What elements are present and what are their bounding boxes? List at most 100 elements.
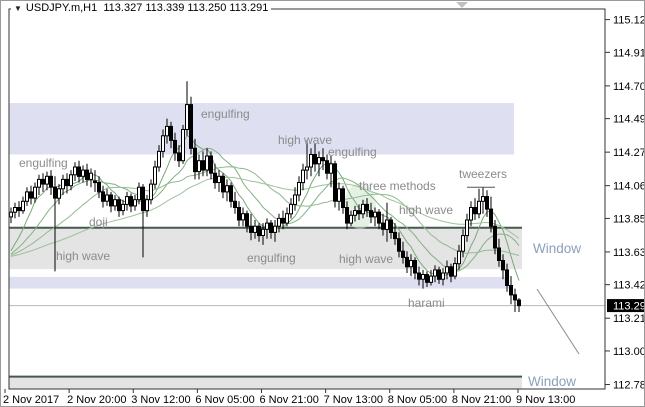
candle-body-up (293, 194, 297, 205)
candle-body-down (377, 211, 381, 224)
candle-body-up (317, 157, 321, 165)
candle-body-up (457, 250, 461, 265)
candle-body-up (385, 219, 389, 230)
candle-body-up (157, 150, 161, 168)
candle-body-down (209, 155, 213, 174)
pattern-label: high wave (399, 203, 453, 217)
candle-body-down (397, 238, 401, 252)
candle-body-down (169, 125, 173, 141)
moving-average-line-50 (10, 176, 520, 257)
candle-body-up (361, 203, 365, 215)
candle-body-up (125, 196, 129, 205)
candle-body-down (369, 210, 373, 218)
candle-body-down (189, 104, 193, 149)
candle-body-down (141, 186, 145, 212)
candle-body-up (61, 178, 65, 190)
candle-body-up (33, 186, 37, 199)
candle-body-up (161, 135, 165, 152)
zone-window-zone-mid (9, 227, 522, 270)
window-gap-label: Window (528, 374, 576, 389)
current-price-box (607, 299, 644, 313)
trend-line[interactable] (536, 288, 580, 355)
candle-body-up (197, 160, 201, 173)
candle-body-down (357, 210, 361, 215)
candle-body-down (85, 169, 89, 181)
price-tick-label: 114.700 (613, 81, 645, 93)
candle-body-up (241, 213, 245, 221)
candle-body-down (97, 182, 101, 193)
candle-body-up (301, 169, 305, 184)
candle-body-down (341, 188, 345, 209)
candle-body-down (109, 194, 113, 207)
candle-body-down (177, 152, 181, 162)
price-tick-label: 115.125 (613, 15, 645, 27)
candle-body-up (137, 186, 141, 201)
time-tick-label: 8 Nov 21:00 (452, 394, 511, 406)
candle-body-up (217, 175, 221, 184)
chart-shift-marker-icon[interactable] (456, 2, 468, 8)
time-tick-label: 6 Nov 05:00 (195, 394, 254, 406)
zone-support-band-thin (9, 276, 509, 289)
plot-border (8, 8, 606, 390)
candle-body-up (481, 196, 485, 202)
candle-body-down (101, 191, 105, 202)
pattern-label: high wave (339, 252, 393, 266)
pattern-label: engulfing (328, 145, 377, 159)
candle-body-down (333, 163, 337, 202)
candle-body-down (117, 199, 121, 212)
time-tick-label: 7 Nov 13:00 (324, 394, 383, 406)
candle-body-up (9, 211, 13, 218)
candle-body-down (365, 203, 369, 212)
candle-body-down (229, 185, 233, 202)
candle-body-up (445, 266, 449, 274)
candle-body-up (277, 217, 281, 227)
candle-body-down (53, 186, 57, 199)
candle-body-up (89, 172, 93, 180)
candle-body-up (453, 263, 457, 277)
candle-body-down (413, 260, 417, 274)
candle-body-up (265, 222, 269, 230)
candle-body-down (313, 154, 317, 165)
candle-body-up (225, 185, 229, 193)
candle-body-up (373, 211, 377, 218)
candle-body-up (353, 210, 357, 216)
candle-body-up (421, 274, 425, 280)
ohlc-values: 113.327 113.339 113.250 113.291 (103, 2, 269, 14)
candle-body-up (329, 163, 333, 174)
price-tick-label: 112.785 (613, 379, 645, 391)
candle-body-down (485, 196, 489, 210)
candle-body-down (93, 180, 97, 184)
candle-body-up (153, 166, 157, 185)
candle-body-down (213, 172, 217, 184)
pattern-label: engulfing (247, 251, 296, 265)
time-tick-label: 3 Nov 12:00 (131, 394, 190, 406)
candle-body-up (309, 154, 313, 168)
time-tick-label: 2 Nov 20:00 (67, 394, 126, 406)
price-tick-label: 113.210 (613, 313, 645, 325)
candle-body-down (473, 207, 477, 215)
candle-body-up (297, 182, 301, 196)
candle-body-up (305, 166, 309, 171)
candle-body-up (261, 228, 265, 237)
candle-body-down (129, 196, 133, 207)
candle-body-up (13, 207, 17, 213)
collapse-marker-icon[interactable]: ▼ (14, 4, 22, 13)
zone-resistance-band-upper (9, 103, 514, 155)
candles-series (9, 81, 521, 312)
candle-body-down (425, 274, 429, 283)
candle-body-up (477, 200, 481, 215)
candle-body-down (257, 225, 261, 237)
candle-body-down (509, 285, 513, 296)
candle-body-down (269, 222, 273, 234)
candle-body-down (65, 178, 69, 187)
candle-body-up (441, 272, 445, 280)
candle-body-up (469, 207, 473, 221)
moving-average-line-25 (10, 166, 520, 257)
candle-body-up (337, 188, 341, 202)
time-tick-label: 8 Nov 05:00 (388, 394, 447, 406)
candle-body-up (121, 203, 125, 212)
price-tick-label: 113.635 (613, 247, 645, 259)
price-tick-label: 113.850 (613, 213, 645, 225)
